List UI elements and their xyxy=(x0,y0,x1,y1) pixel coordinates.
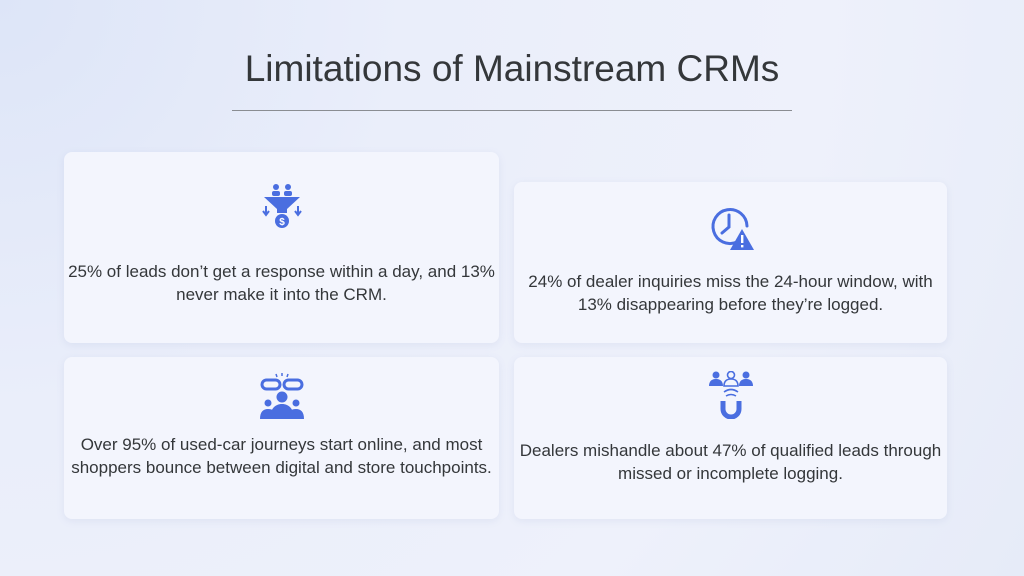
title-divider xyxy=(232,110,792,111)
card-text: 24% of dealer inquiries miss the 24-hour… xyxy=(528,272,933,314)
card-online-journeys: Over 95% of used-car journeys start onli… xyxy=(64,357,499,519)
funnel-leads-dollar-icon: $ xyxy=(261,184,302,228)
page-title: Limitations of Mainstream CRMs xyxy=(244,48,780,89)
card-lead-response: $ 25% of leads don’t get a response with… xyxy=(64,152,499,343)
svg-text:$: $ xyxy=(279,217,285,228)
card-dealer-inquiries: 24% of dealer inquiries miss the 24-hour… xyxy=(514,182,947,343)
card-mishandled-leads: Dealers mishandle about 47% of qualified… xyxy=(514,357,947,519)
card-text: Over 95% of used-car journeys start onli… xyxy=(71,435,492,477)
broken-link-people-icon xyxy=(259,373,304,419)
clock-warning-icon xyxy=(711,208,754,250)
card-text: Dealers mishandle about 47% of qualified… xyxy=(519,441,942,483)
card-text: 25% of leads don’t get a response within… xyxy=(68,262,495,304)
magnet-people-icon xyxy=(708,371,753,419)
